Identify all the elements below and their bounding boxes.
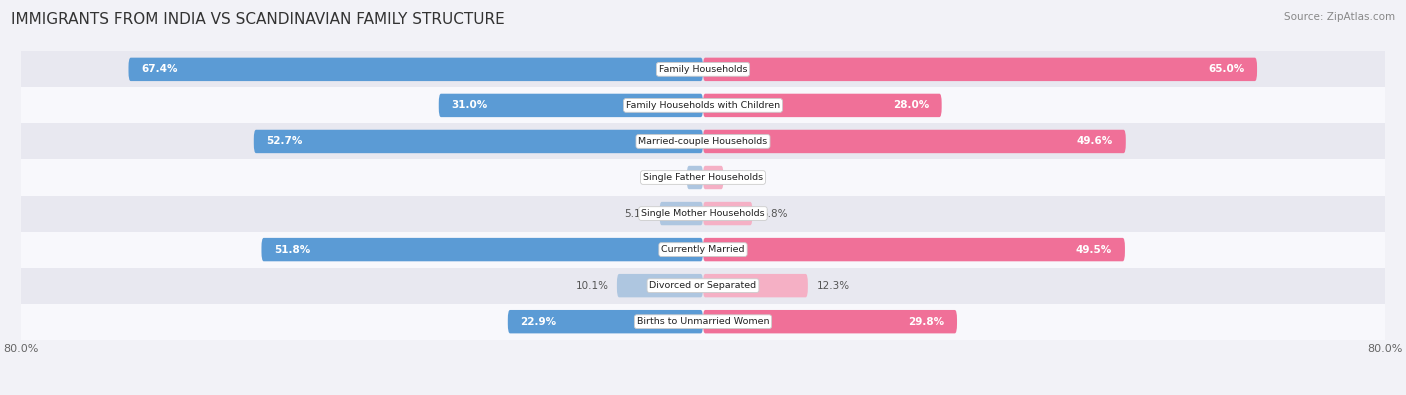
Text: Married-couple Households: Married-couple Households (638, 137, 768, 146)
Text: 67.4%: 67.4% (141, 64, 177, 74)
Text: Births to Unmarried Women: Births to Unmarried Women (637, 317, 769, 326)
FancyBboxPatch shape (703, 274, 808, 297)
FancyBboxPatch shape (262, 238, 703, 261)
FancyBboxPatch shape (254, 130, 703, 153)
Text: 49.6%: 49.6% (1077, 136, 1114, 147)
Text: 5.8%: 5.8% (761, 209, 787, 218)
FancyBboxPatch shape (686, 166, 703, 189)
FancyBboxPatch shape (703, 94, 942, 117)
Text: 1.9%: 1.9% (652, 173, 678, 182)
Bar (21, 196, 1385, 231)
Bar (21, 231, 1385, 268)
FancyBboxPatch shape (659, 202, 703, 225)
Text: IMMIGRANTS FROM INDIA VS SCANDINAVIAN FAMILY STRUCTURE: IMMIGRANTS FROM INDIA VS SCANDINAVIAN FA… (11, 12, 505, 27)
FancyBboxPatch shape (703, 310, 957, 333)
Text: Single Mother Households: Single Mother Households (641, 209, 765, 218)
Text: Currently Married: Currently Married (661, 245, 745, 254)
Text: Single Father Households: Single Father Households (643, 173, 763, 182)
Text: Source: ZipAtlas.com: Source: ZipAtlas.com (1284, 12, 1395, 22)
Text: 65.0%: 65.0% (1208, 64, 1244, 74)
FancyBboxPatch shape (617, 274, 703, 297)
Text: 2.4%: 2.4% (733, 173, 758, 182)
FancyBboxPatch shape (128, 58, 703, 81)
Bar (21, 268, 1385, 304)
FancyBboxPatch shape (508, 310, 703, 333)
Text: 29.8%: 29.8% (908, 317, 945, 327)
Text: 49.5%: 49.5% (1076, 245, 1112, 255)
Text: 52.7%: 52.7% (267, 136, 302, 147)
Bar (21, 87, 1385, 123)
Bar (21, 160, 1385, 196)
FancyBboxPatch shape (703, 130, 1126, 153)
Text: 12.3%: 12.3% (817, 280, 849, 291)
Text: 22.9%: 22.9% (520, 317, 557, 327)
FancyBboxPatch shape (703, 238, 1125, 261)
Bar (21, 304, 1385, 340)
FancyBboxPatch shape (703, 58, 1257, 81)
Text: Family Households: Family Households (659, 65, 747, 74)
Text: 10.1%: 10.1% (575, 280, 609, 291)
Bar (21, 123, 1385, 160)
Text: Family Households with Children: Family Households with Children (626, 101, 780, 110)
Text: Divorced or Separated: Divorced or Separated (650, 281, 756, 290)
Bar (21, 51, 1385, 87)
FancyBboxPatch shape (703, 202, 752, 225)
FancyBboxPatch shape (439, 94, 703, 117)
Text: 5.1%: 5.1% (624, 209, 651, 218)
Text: 31.0%: 31.0% (451, 100, 488, 111)
Text: 28.0%: 28.0% (893, 100, 929, 111)
Text: 51.8%: 51.8% (274, 245, 311, 255)
FancyBboxPatch shape (703, 166, 724, 189)
